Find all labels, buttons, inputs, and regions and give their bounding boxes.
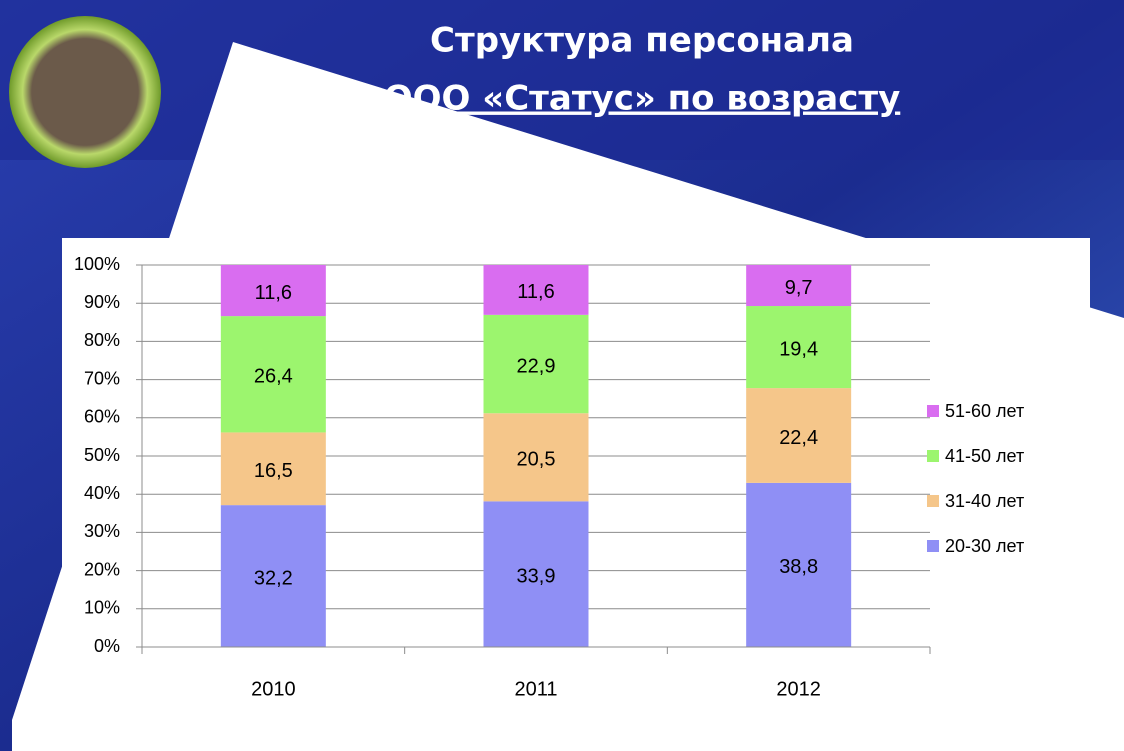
legend-swatch	[927, 450, 939, 462]
data-label: 38,8	[779, 556, 818, 578]
legend-swatch	[927, 495, 939, 507]
y-tick-label: 60%	[84, 407, 120, 427]
legend-label: 51-60 лет	[945, 401, 1024, 421]
data-label: 19,4	[779, 338, 818, 360]
y-tick-label: 70%	[84, 368, 120, 388]
data-label: 11,6	[517, 281, 554, 303]
chart-title: Структура персонала	[430, 21, 854, 61]
data-label: 9,7	[785, 277, 813, 299]
legend-swatch	[927, 405, 939, 417]
page: {"chart_data": {"type": "bar", "stack_mo…	[0, 0, 1124, 751]
y-tick-label: 80%	[84, 330, 120, 350]
y-tick-label: 10%	[84, 598, 120, 618]
y-tick-label: 0%	[94, 636, 120, 656]
data-label: 22,9	[517, 355, 556, 377]
chart-title: ООО «Статус» по возрасту	[384, 79, 901, 119]
data-label: 16,5	[254, 460, 293, 482]
y-tick-label: 90%	[84, 292, 120, 312]
legend-label: 31-40 лет	[945, 491, 1024, 511]
data-label: 26,4	[254, 366, 293, 388]
logo	[9, 16, 161, 168]
data-label: 33,9	[517, 565, 556, 587]
x-tick-label: 2010	[251, 678, 296, 700]
data-label: 20,5	[517, 449, 556, 471]
y-tick-label: 50%	[84, 445, 120, 465]
slide: Структура персонала ООО «Статус» по возр…	[0, 0, 1124, 751]
y-tick-label: 100%	[74, 254, 120, 274]
data-label: 32,2	[254, 567, 293, 589]
y-tick-label: 20%	[84, 559, 120, 579]
legend-swatch	[927, 540, 939, 552]
legend-label: 20-30 лет	[945, 536, 1024, 556]
x-tick-label: 2012	[776, 678, 821, 700]
y-tick-label: 40%	[84, 483, 120, 503]
data-label: 22,4	[779, 427, 818, 449]
x-tick-label: 2011	[514, 678, 557, 700]
data-label: 11,6	[255, 282, 292, 304]
y-tick-label: 30%	[84, 521, 120, 541]
legend-label: 41-50 лет	[945, 446, 1024, 466]
